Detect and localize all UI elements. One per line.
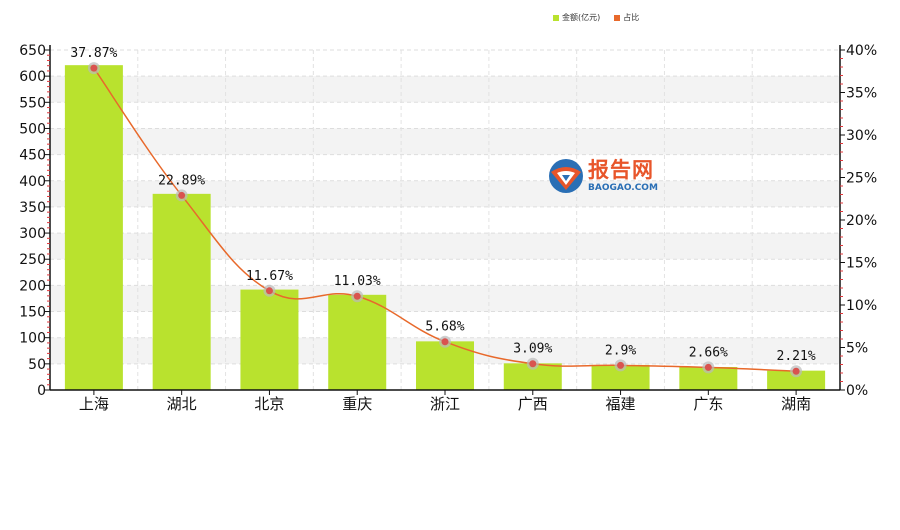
y-left-tick-label: 300 xyxy=(19,226,46,242)
background-bands xyxy=(50,76,840,364)
line-path xyxy=(93,67,797,372)
data-label: 2.9% xyxy=(605,343,636,358)
line-point-上海 xyxy=(90,64,98,72)
logo-text-cn: 报告网 xyxy=(588,157,654,182)
y-left-tick-label: 150 xyxy=(19,305,46,321)
data-label: 2.66% xyxy=(689,345,728,360)
line-series xyxy=(87,62,803,378)
bar-湖南 xyxy=(767,370,826,390)
y-left-tick-label: 250 xyxy=(19,252,46,268)
x-tick-label: 上海 xyxy=(79,395,109,413)
y-right-tick-label: 5% xyxy=(846,341,868,357)
data-label: 11.67% xyxy=(246,269,293,284)
x-tick-label: 湖北 xyxy=(167,395,197,413)
data-label: 37.87% xyxy=(70,46,117,61)
line-point-北京 xyxy=(265,287,273,295)
line-point-重庆 xyxy=(353,292,361,300)
watermark-logo: 报告网 BAOGAO.COM xyxy=(548,158,658,194)
y-right-tick-label: 15% xyxy=(846,256,877,272)
legend-item-bar[interactable]: 金额(亿元) xyxy=(553,12,600,23)
x-tick-label: 广东 xyxy=(693,395,723,413)
x-tick-label: 北京 xyxy=(254,395,284,413)
bar-重庆 xyxy=(328,294,387,390)
legend-swatch-line xyxy=(614,14,621,21)
y-right-tick-label: 20% xyxy=(846,213,877,229)
y-left-tick-label: 100 xyxy=(19,331,46,347)
y-left-tick-label: 350 xyxy=(19,200,46,216)
y-left-tick-label: 50 xyxy=(28,357,46,373)
line-point-福建 xyxy=(617,361,625,369)
legend-item-line[interactable]: 占比 xyxy=(614,12,639,23)
data-label: 2.21% xyxy=(777,349,816,364)
data-label: 22.89% xyxy=(158,173,205,188)
legend-label-line: 占比 xyxy=(623,13,640,22)
bar-上海 xyxy=(64,65,123,391)
y-right-tick-label: 35% xyxy=(846,86,877,102)
bar-湖北 xyxy=(152,193,211,390)
y-left-tick-label: 600 xyxy=(19,69,46,85)
bar-广东 xyxy=(679,366,738,390)
line-point-湖北 xyxy=(178,191,186,199)
legend-label-bar: 金额(亿元) xyxy=(562,13,601,22)
background-band xyxy=(50,76,840,103)
y-right-tick-label: 0% xyxy=(846,383,868,399)
line-point-广东 xyxy=(704,363,712,371)
legend: 金额(亿元) 占比 xyxy=(553,12,639,23)
labels: 37.87% 22.89% 11.67% 11.03% 5.68% 3.09% 2.9% 2.… xyxy=(19,43,877,413)
y-right-tick-label: 25% xyxy=(846,171,877,187)
background-band xyxy=(50,128,840,155)
bar-series xyxy=(64,65,826,391)
y-right-tick-label: 10% xyxy=(846,298,877,314)
line-point-浙江 xyxy=(441,338,449,346)
y-left-tick-label: 500 xyxy=(19,121,46,137)
y-left-tick-label: 450 xyxy=(19,148,46,164)
line-point-湖南 xyxy=(792,367,800,375)
y-left-tick-label: 200 xyxy=(19,278,46,294)
data-label: 5.68% xyxy=(425,320,464,335)
y-left-tick-label: 550 xyxy=(19,95,46,111)
y-right-tick-label: 40% xyxy=(846,43,877,59)
logo-icon xyxy=(549,159,583,193)
x-tick-label: 湖南 xyxy=(781,395,811,413)
x-tick-label: 福建 xyxy=(606,395,636,413)
data-label: 11.03% xyxy=(334,274,381,289)
y-right-tick-label: 30% xyxy=(846,128,877,144)
y-left-tick-label: 650 xyxy=(19,43,46,59)
axes xyxy=(45,45,845,395)
x-tick-label: 广西 xyxy=(518,395,548,413)
data-label: 3.09% xyxy=(513,342,552,357)
y-left-tick-label: 0 xyxy=(37,383,46,399)
logo-text-en: BAOGAO.COM xyxy=(588,182,658,193)
bar-北京 xyxy=(240,289,299,390)
x-tick-label: 重庆 xyxy=(342,395,372,413)
legend-swatch-bar xyxy=(553,14,559,21)
x-tick-label: 浙江 xyxy=(430,395,460,413)
y-left-tick-label: 400 xyxy=(19,174,46,190)
line-point-广西 xyxy=(529,360,537,368)
